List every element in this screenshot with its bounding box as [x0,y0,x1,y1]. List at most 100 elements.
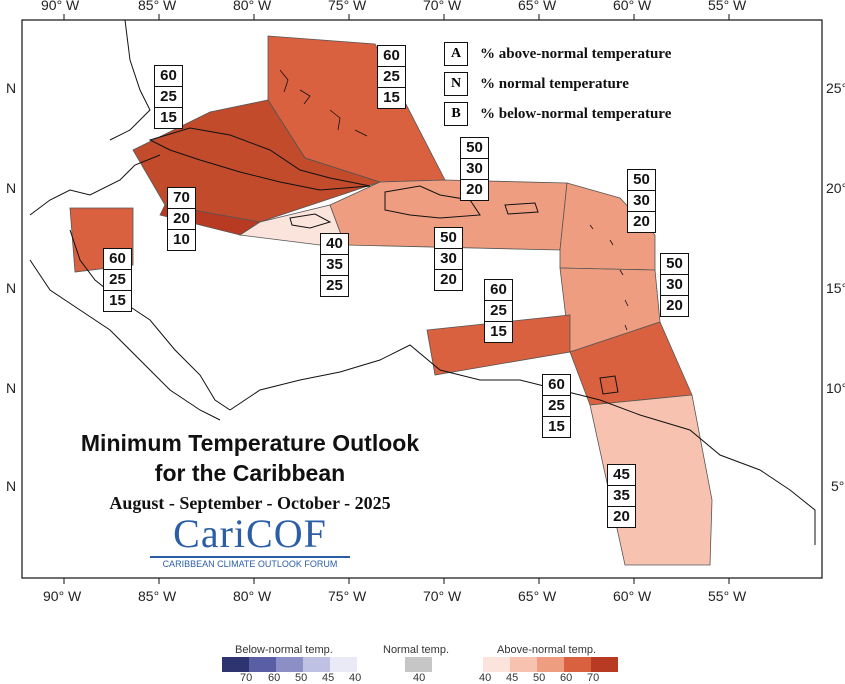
lon-tick-bottom: 55° W [708,588,747,604]
colorbar-above-swatch [564,657,591,672]
legend-text-below: % below-normal temperature [480,105,672,122]
colorbar-below-swatch [276,657,303,672]
lon-tick-bottom: 85° W [138,588,177,604]
legend-below: B % below-normal temperature [444,102,671,126]
prob-below: 15 [548,418,565,435]
island-leewards-3 [619,269,624,276]
colorbar-above-swatch [510,657,537,672]
coast-cuba [148,127,371,191]
prob-below: 20 [666,297,683,314]
map-title-line2: for the Caribbean [154,460,346,486]
lat-tick-right: 10° [826,380,845,396]
prob-normal: 25 [378,67,405,88]
prob-above: 45 [608,465,635,486]
prob-normal: 35 [608,486,635,507]
prob-above: 60 [543,375,570,396]
prob-box-cayman: 70 20 10 [167,187,196,251]
prob-above: 40 [321,234,348,255]
prob-box-bahamas: 60 25 15 [377,45,406,109]
prob-normal: 25 [543,396,570,417]
prob-normal: 25 [155,87,182,108]
colorbar-below-value: 60 [268,672,281,684]
coast-trinidad [599,375,619,395]
lon-tick-bottom: 80° W [233,588,272,604]
lon-tick-bottom: 75° W [328,588,367,604]
island-bahamas-2 [299,89,311,105]
colorbar-normal-value: 40 [413,672,426,684]
prob-below: 20 [440,271,457,288]
colorbar-normal-swatch [405,657,432,672]
colorbar-below-swatch [222,657,249,672]
lon-tick-top: 60° W [613,0,652,13]
prob-box-puerto-rico: 50 30 20 [434,227,463,291]
coast-hispaniola [384,185,481,219]
colorbar-below-value: 45 [322,672,335,684]
legend-key-b: B [444,102,468,126]
prob-below: 10 [173,231,190,248]
lon-tick-bottom: 60° W [613,588,652,604]
colorbar-above-value: 60 [560,672,573,684]
legend-text-above: % above-normal temperature [480,45,672,62]
prob-box-northern-leewards: 50 30 20 [627,169,656,233]
prob-above: 50 [461,138,488,159]
lat-tick-right: 25° [826,80,845,96]
prob-normal: 20 [168,209,195,230]
colorbar-below-title: Below-normal temp. [235,644,333,656]
lon-tick-top: 65° W [518,0,557,13]
coast-florida [109,19,151,141]
coast-south-america [229,344,816,545]
colorbar-below-swatch [303,657,330,672]
coast-puerto-rico [504,202,539,215]
colorbar-above-value: 70 [587,672,600,684]
prob-above: 60 [155,66,182,87]
colorbar-above-swatch [483,657,510,672]
prob-box-abc-islands: 60 25 15 [484,279,513,343]
colorbar-above-swatch [537,657,564,672]
lat-tick-left: N [6,180,17,196]
colorbar-below-swatch [330,657,357,672]
prob-normal: 30 [628,191,655,212]
colorbar-above-value: 45 [506,672,519,684]
island-leewards-2 [609,239,614,246]
lon-tick-top: 90° W [41,0,80,13]
colorbar-below-swatches [222,657,357,672]
prob-box-windwards: 50 30 20 [660,253,689,317]
prob-box-hispaniola: 50 30 20 [460,137,489,201]
prob-box-jamaica: 40 35 25 [320,233,349,297]
colorbar-above-value: 40 [479,672,492,684]
prob-below: 20 [613,508,630,525]
prob-box-belize: 60 25 15 [103,248,132,312]
island-bahamas-4 [354,129,368,137]
prob-above: 50 [661,254,688,275]
axis-ticks [63,14,730,584]
prob-above: 70 [168,188,195,209]
prob-normal: 25 [104,270,131,291]
map-title: Minimum Temperature Outlook [80,430,420,456]
lon-tick-top: 55° W [708,0,747,13]
prob-normal: 30 [435,249,462,270]
lon-tick-bottom: 70° W [423,588,462,604]
colorbar-below-value: 70 [240,672,253,684]
prob-below: 20 [633,213,650,230]
colorbar-normal-title: Normal temp. [383,644,450,656]
prob-box-guianas: 45 35 20 [607,464,636,528]
coastlines [29,19,816,545]
coast-central-america [69,229,231,411]
legend-key-n: N [444,72,468,96]
prob-below: 20 [466,181,483,198]
lat-tick-right: 20° [826,180,845,196]
map-subtitle: August - September - October - 2025 [109,493,391,513]
colorbar-below-swatch [249,657,276,672]
colorbar-above-swatch [591,657,618,672]
prob-below: 25 [326,277,343,294]
lat-tick-left: N [6,478,17,494]
prob-normal: 30 [461,159,488,180]
caricof-tagline: CARIBBEAN CLIMATE OUTLOOK FORUM [150,556,350,569]
island-bahamas-3 [329,109,341,131]
lat-tick-right: 15° [826,280,845,296]
lat-tick-left: N [6,380,17,396]
lat-tick-left: N [6,280,17,296]
prob-below: 15 [160,109,177,126]
lon-tick-top: 80° W [233,0,272,13]
